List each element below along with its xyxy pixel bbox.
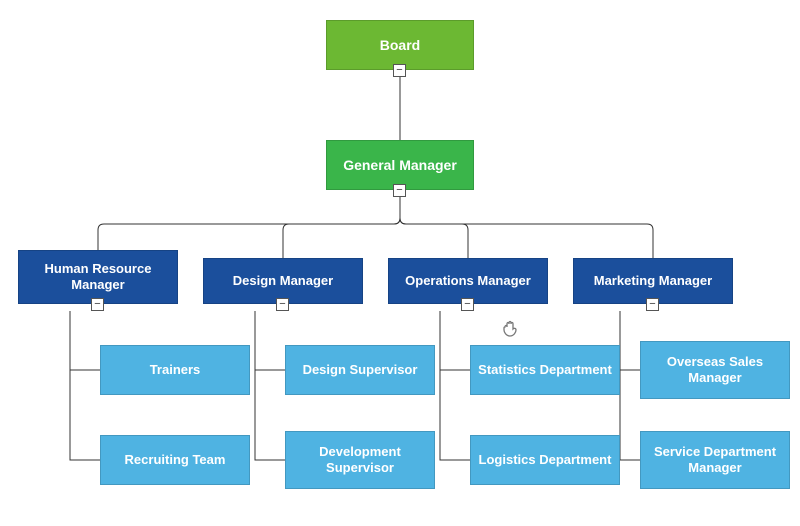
connector <box>70 311 100 370</box>
org-node-label: Recruiting Team <box>125 452 226 468</box>
org-node-dsup[interactable]: Design Supervisor <box>285 345 435 395</box>
connector <box>620 311 640 370</box>
connector <box>440 311 470 460</box>
collapse-toggle[interactable]: − <box>276 298 289 311</box>
connector <box>283 197 400 258</box>
org-node-trainers[interactable]: Trainers <box>100 345 250 395</box>
org-node-svcdept[interactable]: Service Department Manager <box>640 431 790 489</box>
org-node-logi[interactable]: Logistics Department <box>470 435 620 485</box>
org-node-devsup[interactable]: Development Supervisor <box>285 431 435 489</box>
collapse-toggle[interactable]: − <box>393 184 406 197</box>
org-node-label: Overseas Sales Manager <box>647 354 783 385</box>
org-node-label: Human Resource Manager <box>25 261 171 292</box>
org-node-stats[interactable]: Statistics Department <box>470 345 620 395</box>
org-node-label: Development Supervisor <box>292 444 428 475</box>
connector <box>620 311 640 460</box>
org-node-label: Design Manager <box>233 273 333 289</box>
org-node-hr[interactable]: Human Resource Manager <box>18 250 178 304</box>
org-node-label: Service Department Manager <box>647 444 783 475</box>
connector <box>400 197 653 258</box>
org-node-label: Design Supervisor <box>303 362 418 378</box>
org-node-recruit[interactable]: Recruiting Team <box>100 435 250 485</box>
org-node-label: Statistics Department <box>478 362 612 378</box>
collapse-toggle[interactable]: − <box>461 298 474 311</box>
org-node-label: Logistics Department <box>479 452 612 468</box>
collapse-toggle[interactable]: − <box>91 298 104 311</box>
org-node-label: General Manager <box>343 157 457 174</box>
org-node-label: Operations Manager <box>405 273 531 289</box>
connector <box>440 311 470 370</box>
collapse-toggle[interactable]: − <box>393 64 406 77</box>
org-node-oversea[interactable]: Overseas Sales Manager <box>640 341 790 399</box>
connector <box>400 197 468 258</box>
connector <box>255 311 285 370</box>
grab-cursor-icon <box>500 318 520 343</box>
connector <box>70 311 100 460</box>
org-node-label: Trainers <box>150 362 201 378</box>
collapse-toggle[interactable]: − <box>646 298 659 311</box>
org-node-gm[interactable]: General Manager <box>326 140 474 190</box>
connector <box>255 311 285 460</box>
org-node-label: Board <box>380 37 420 54</box>
org-node-board[interactable]: Board <box>326 20 474 70</box>
org-node-label: Marketing Manager <box>594 273 712 289</box>
connector <box>98 197 400 250</box>
